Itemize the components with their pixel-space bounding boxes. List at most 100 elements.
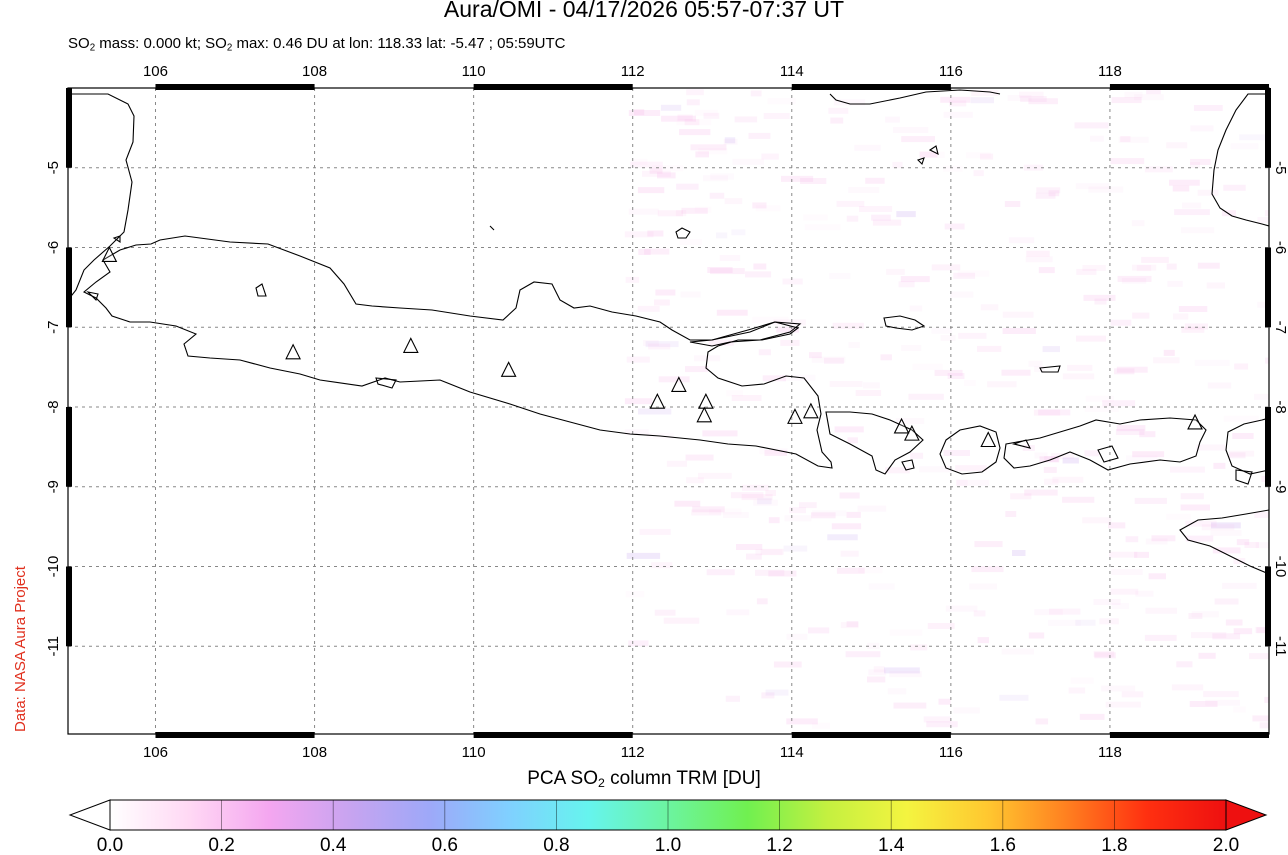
so2-pixel [1252,715,1269,722]
so2-pixel [1023,164,1044,171]
island-nusakambangan [375,377,397,389]
so2-pixel [756,598,768,605]
so2-pixel [1124,91,1143,98]
so2-pixel [1093,599,1121,605]
so2-pixel [943,111,973,118]
so2-pixel [686,89,704,96]
so2-pixel [724,137,736,144]
so2-pixel [1259,722,1269,729]
so2-pixel [1111,603,1129,609]
so2-pixel [889,671,922,678]
java-coast [83,235,833,469]
so2-pixel [755,549,783,556]
so2-pixel [1211,522,1241,529]
so2-pixel [811,512,836,519]
so2-pixel [840,622,859,629]
so2-pixel [657,172,676,179]
so2-pixel [845,651,881,658]
frame-bar-left [66,88,72,168]
so2-pixel [834,426,864,433]
so2-pixel [1153,357,1180,364]
y-tick-label-right: -8 [1272,400,1288,413]
so2-pixel [967,479,990,486]
so2-pixel [973,170,984,177]
so2-pixel [1039,456,1060,463]
so2-pixel [1001,648,1034,655]
x-tick-label-top: 106 [143,63,168,80]
so2-pixel [741,494,773,501]
so2-shading [624,88,1269,729]
so2-pixel [1094,298,1107,305]
so2-pixel [654,609,676,616]
so2-pixel [910,452,924,459]
volcano-icon [980,431,997,448]
frame-bar-bottom [473,732,633,738]
so2-pixel [831,523,862,530]
sumba-coast [1179,509,1269,575]
volcano-icon [402,337,419,353]
so2-pixel [1079,713,1105,720]
so2-pixel [1236,539,1250,546]
so2-pixel [885,116,900,123]
so2-pixel [1010,493,1032,500]
so2-pixel [654,299,670,306]
so2-pixel [931,264,961,271]
island-ciremai [255,283,267,297]
so2-pixel [760,548,784,555]
so2-pixel [1062,496,1095,503]
so2-pixel [698,148,728,155]
so2-pixel [663,617,700,624]
frame-bar-left [66,566,72,647]
x-tick-label-top: 108 [302,63,327,80]
so2-pixel [768,517,780,524]
x-tick-label-top: 118 [1098,63,1122,80]
so2-pixel [824,357,844,364]
so2-pixel [1264,210,1269,217]
so2-pixel [980,304,999,311]
so2-pixel [847,437,858,444]
so2-pixel [706,569,735,576]
so2-pixel [781,175,814,182]
so2-pixel [686,477,704,484]
volcano-icon [670,376,687,393]
x-tick-label-bottom: 108 [302,744,327,761]
so2-pixel [1213,462,1226,469]
so2-pixel [647,230,664,237]
so2-pixel [987,381,1017,388]
colorbar-tick-label: 0.6 [432,835,458,855]
so2-pixel [734,116,758,123]
y-tick-label-left: -7 [45,321,62,334]
so2-pixel [1004,201,1021,207]
lombok-coast [939,425,1001,475]
x-tick-label-top: 116 [939,63,963,80]
so2-pixel [1197,189,1219,196]
so2-pixel [949,100,967,107]
so2-pixel [940,335,956,341]
so2-pixel [1212,633,1241,640]
x-tick-label-bottom: 106 [143,744,168,761]
island-small-2 [916,157,925,166]
so2-pixel [1109,551,1138,558]
so2-pixel [1114,368,1135,375]
so2-pixel [703,112,720,119]
so2-pixel [1093,650,1115,657]
so2-pixel [1035,718,1049,725]
so2-pixel [1254,393,1269,400]
so2-pixel [637,187,665,194]
so2-pixel [1067,364,1093,371]
so2-pixel [630,161,663,168]
so2-pixel [803,214,828,221]
colorbar-label: PCA SO2 column TRM [DU] [527,768,761,791]
so2-pixel [872,219,902,226]
so2-pixel [1028,632,1045,639]
so2-pixel [680,291,701,298]
colorbar-over-arrow [1225,799,1268,831]
x-tick-label-bottom: 112 [621,744,645,761]
so2-pixel [1254,626,1269,633]
so2-pixel [848,187,880,193]
so2-pixel [1212,547,1241,554]
so2-pixel [1185,520,1217,527]
so2-pixel [1190,158,1211,165]
so2-pixel [927,623,955,629]
